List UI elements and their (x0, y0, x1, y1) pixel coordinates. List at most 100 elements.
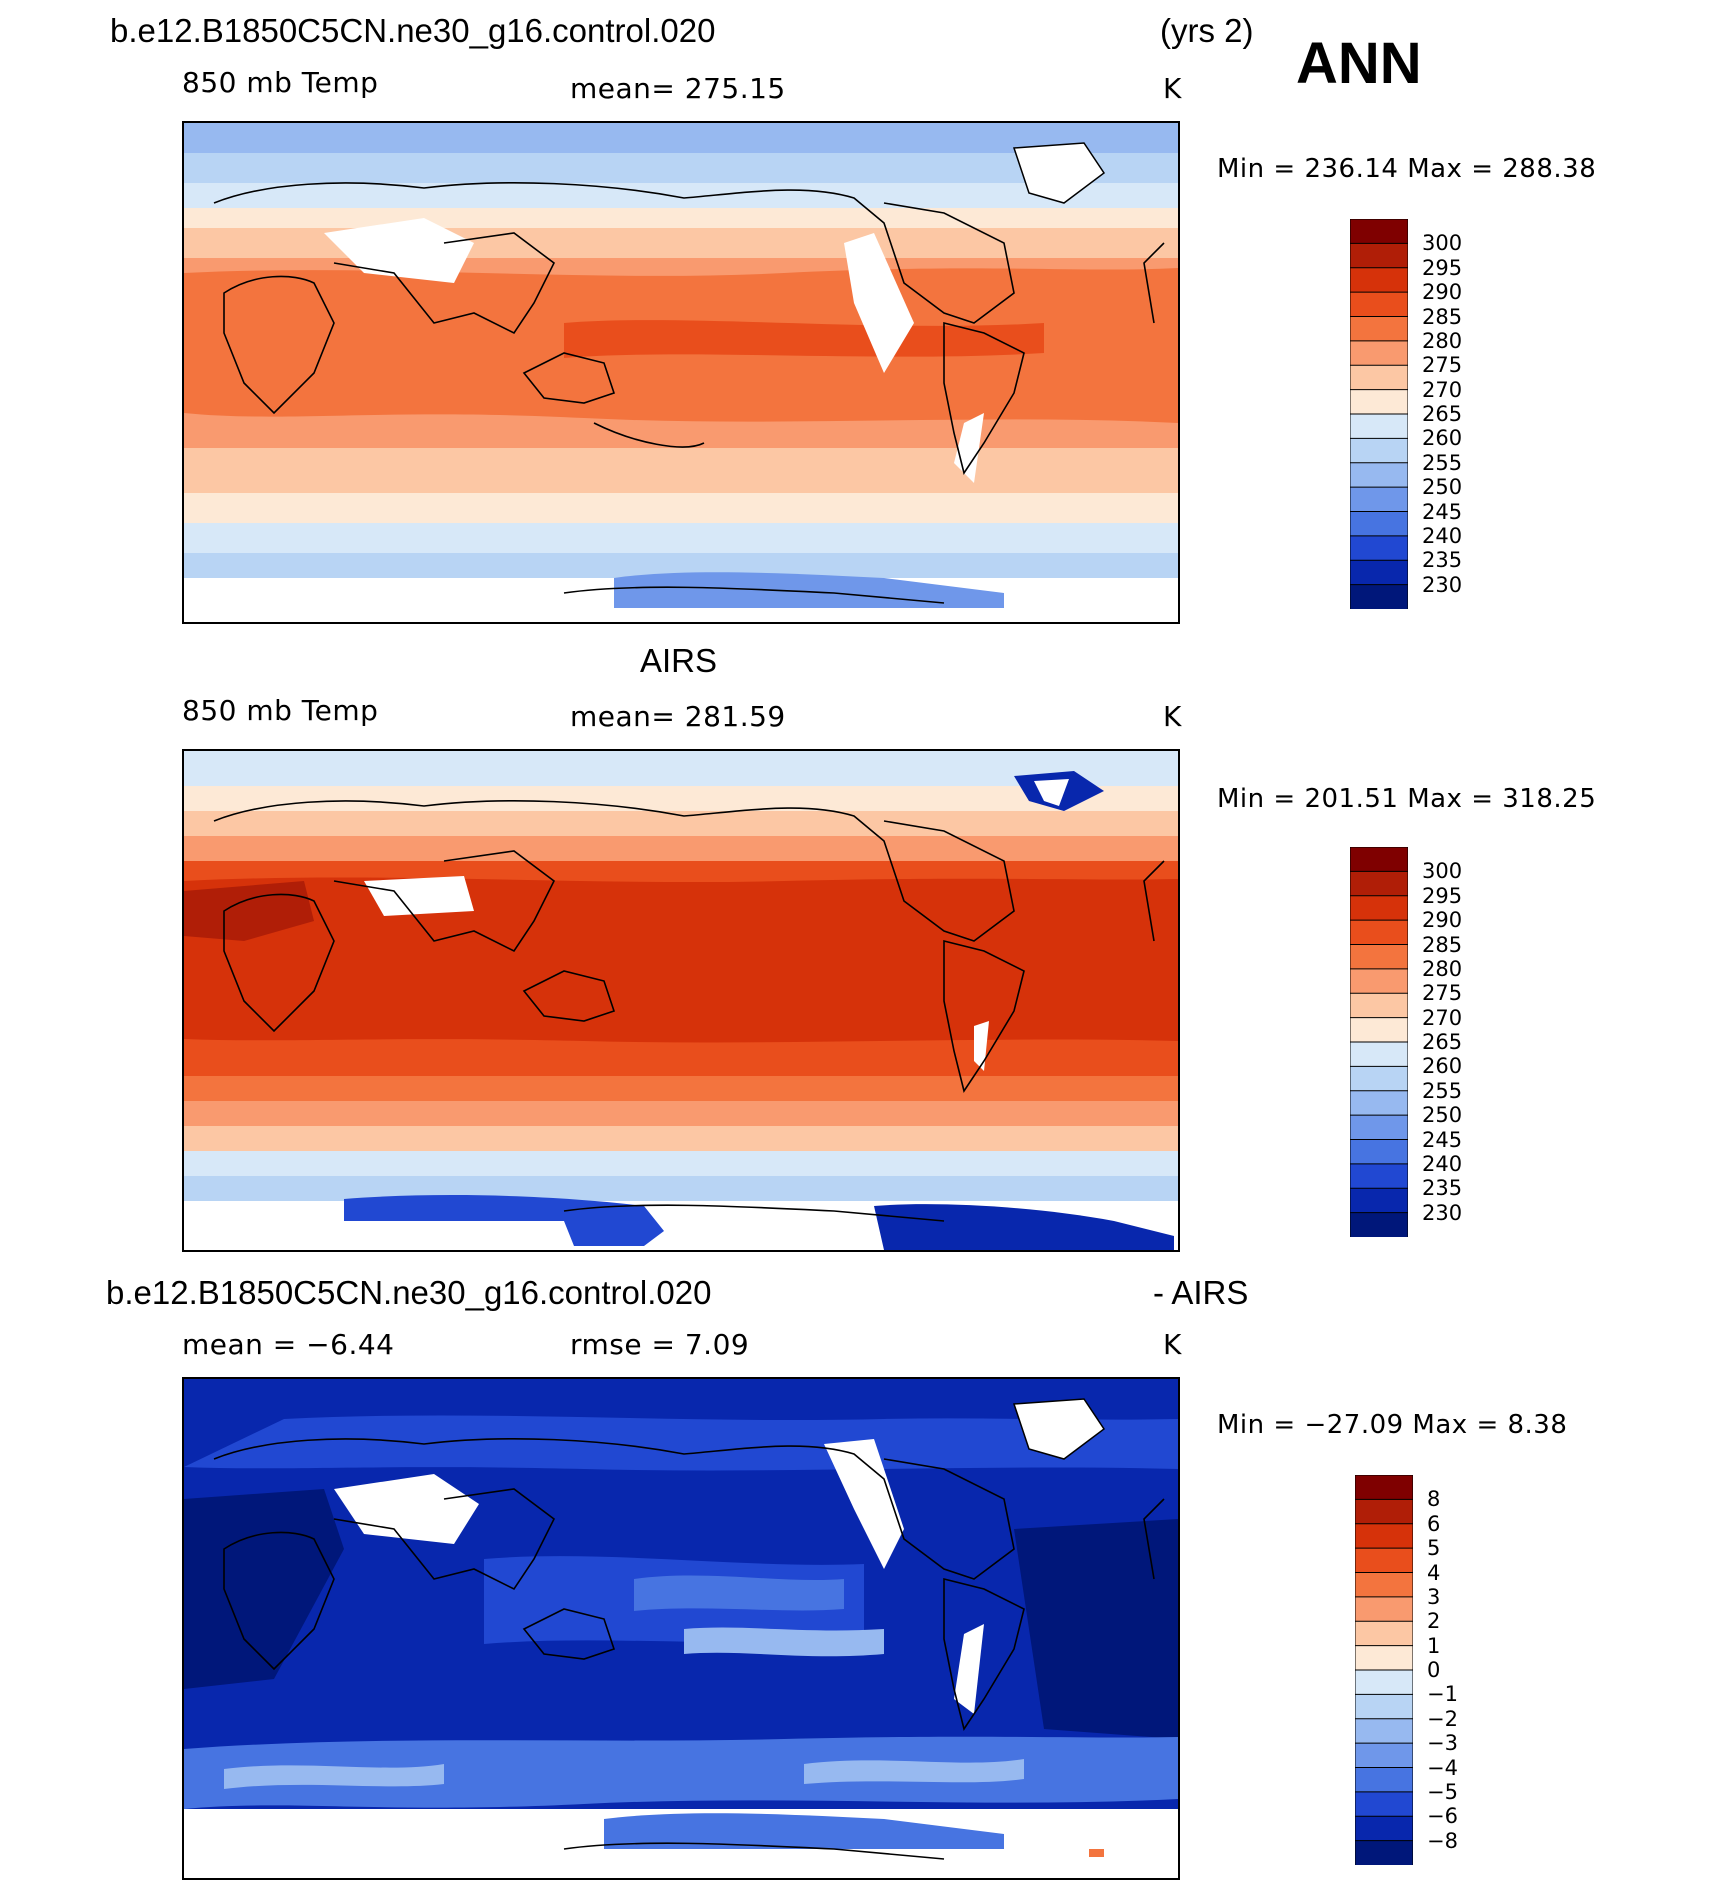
panel-1-map-svg (184, 123, 1178, 622)
colorbar-swatch (1349, 364, 1409, 391)
colorbar-label: 240 (1422, 1151, 1463, 1176)
colorbar-label: 235 (1422, 548, 1463, 573)
colorbar-swatch (1349, 1139, 1409, 1165)
colorbar-label: 250 (1422, 1103, 1463, 1128)
colorbar-swatch (1354, 1572, 1414, 1598)
panel-1-mean: mean= 275.15 (570, 72, 786, 105)
colorbar-label: 255 (1422, 450, 1463, 475)
panel-1-years: (yrs 2) (1160, 12, 1254, 49)
colorbar-label: 245 (1422, 499, 1463, 524)
colorbar-swatch (1349, 919, 1409, 946)
panel-2-unit: K (1163, 700, 1182, 733)
colorbar-swatch (1354, 1474, 1414, 1501)
colorbar-swatch (1354, 1669, 1414, 1696)
colorbar-swatch (1354, 1791, 1414, 1818)
colorbar-label: 4 (1427, 1560, 1441, 1585)
colorbar-swatch (1349, 242, 1409, 269)
colorbar-label: 230 (1422, 1200, 1463, 1225)
panel-2-colorbar (1349, 846, 1409, 1239)
colorbar-swatch (1354, 1596, 1414, 1623)
colorbar-swatch (1354, 1523, 1414, 1550)
panel-1-colorbar-svg (1349, 218, 1409, 611)
panel-1-variable: 850 mb Temp (182, 66, 379, 99)
colorbar-label: 290 (1422, 280, 1463, 305)
panel-2-map (182, 749, 1180, 1252)
colorbar-label: −3 (1427, 1731, 1458, 1756)
colorbar-swatch (1349, 1114, 1409, 1141)
colorbar-label: −5 (1427, 1779, 1458, 1804)
colorbar-label: 265 (1422, 1030, 1463, 1054)
colorbar-label: 300 (1422, 859, 1463, 884)
colorbar-swatch (1349, 267, 1409, 294)
panel-3-map (182, 1377, 1180, 1880)
colorbar-swatch (1349, 870, 1409, 897)
panel-3-minus-obs: - AIRS (1153, 1274, 1249, 1311)
colorbar-swatch (1354, 1620, 1414, 1647)
panel-2-minmax: Min = 201.51 Max = 318.25 (1217, 784, 1597, 814)
colorbar-swatch (1354, 1693, 1414, 1720)
colorbar-label: 275 (1422, 353, 1463, 378)
colorbar-swatch (1349, 1090, 1409, 1117)
colorbar-label: 1 (1427, 1633, 1441, 1658)
colorbar-label: 270 (1422, 377, 1463, 402)
panel-1-map (182, 121, 1180, 624)
colorbar-swatch (1349, 389, 1409, 416)
colorbar-label: 260 (1422, 426, 1463, 451)
colorbar-swatch (1349, 559, 1409, 586)
colorbar-swatch (1349, 1065, 1409, 1092)
colorbar-label: 260 (1422, 1054, 1463, 1079)
colorbar-label: 285 (1422, 932, 1463, 957)
colorbar-label: 285 (1422, 304, 1463, 329)
colorbar-swatch (1349, 413, 1409, 440)
colorbar-label: 235 (1422, 1176, 1463, 1201)
colorbar-swatch (1349, 291, 1409, 318)
colorbar-swatch (1349, 1017, 1409, 1044)
colorbar-label: 0 (1427, 1658, 1441, 1682)
panel-3-colorbar (1354, 1474, 1414, 1867)
panel-3-unit: K (1163, 1328, 1182, 1361)
colorbar-swatch (1354, 1547, 1414, 1574)
panel-1-case-title: b.e12.B1850C5CN.ne30_g16.control.020 (110, 12, 716, 49)
colorbar-label: 270 (1422, 1005, 1463, 1030)
colorbar-label: 290 (1422, 908, 1463, 933)
colorbar-label: −2 (1427, 1706, 1458, 1731)
colorbar-swatch (1354, 1645, 1414, 1672)
colorbar-swatch (1349, 944, 1409, 970)
colorbar-label: 280 (1422, 328, 1463, 353)
panel-1-colorbar (1349, 218, 1409, 611)
panel-3-mean: mean = −6.44 (182, 1328, 395, 1361)
colorbar-label: 230 (1422, 572, 1463, 597)
panel-2-variable: 850 mb Temp (182, 694, 379, 727)
colorbar-swatch (1349, 511, 1409, 537)
colorbar-label: 5 (1427, 1536, 1441, 1561)
colorbar-label: 295 (1422, 255, 1463, 280)
colorbar-label: 2 (1427, 1609, 1441, 1634)
panel-3-minmax: Min = −27.09 Max = 8.38 (1217, 1410, 1568, 1440)
colorbar-swatch (1349, 1041, 1409, 1068)
colorbar-swatch (1354, 1742, 1414, 1769)
colorbar-swatch (1349, 1187, 1409, 1214)
colorbar-swatch (1349, 535, 1409, 562)
colorbar-label: −4 (1427, 1755, 1458, 1780)
panel-2-map-svg (184, 751, 1178, 1250)
panel-3-colorbar-svg (1354, 1474, 1414, 1867)
colorbar-label: 280 (1422, 956, 1463, 981)
colorbar-swatch (1349, 895, 1409, 922)
colorbar-label: 250 (1422, 475, 1463, 500)
colorbar-swatch (1354, 1815, 1414, 1842)
colorbar-swatch (1349, 462, 1409, 489)
colorbar-label: 295 (1422, 883, 1463, 908)
panel-3-rmse: rmse = 7.09 (570, 1328, 750, 1361)
colorbar-label: 275 (1422, 981, 1463, 1006)
colorbar-swatch (1349, 437, 1409, 464)
panel-1-unit: K (1163, 72, 1182, 105)
colorbar-label: −6 (1427, 1804, 1458, 1829)
colorbar-swatch (1349, 846, 1409, 873)
panel-3-case-title: b.e12.B1850C5CN.ne30_g16.control.020 (106, 1274, 712, 1311)
season-label: ANN (1296, 31, 1422, 96)
colorbar-label: 8 (1427, 1487, 1441, 1512)
panel-1-minmax: Min = 236.14 Max = 288.38 (1217, 154, 1597, 184)
colorbar-label: 300 (1422, 231, 1463, 256)
colorbar-label: 255 (1422, 1078, 1463, 1103)
colorbar-swatch (1349, 218, 1409, 245)
